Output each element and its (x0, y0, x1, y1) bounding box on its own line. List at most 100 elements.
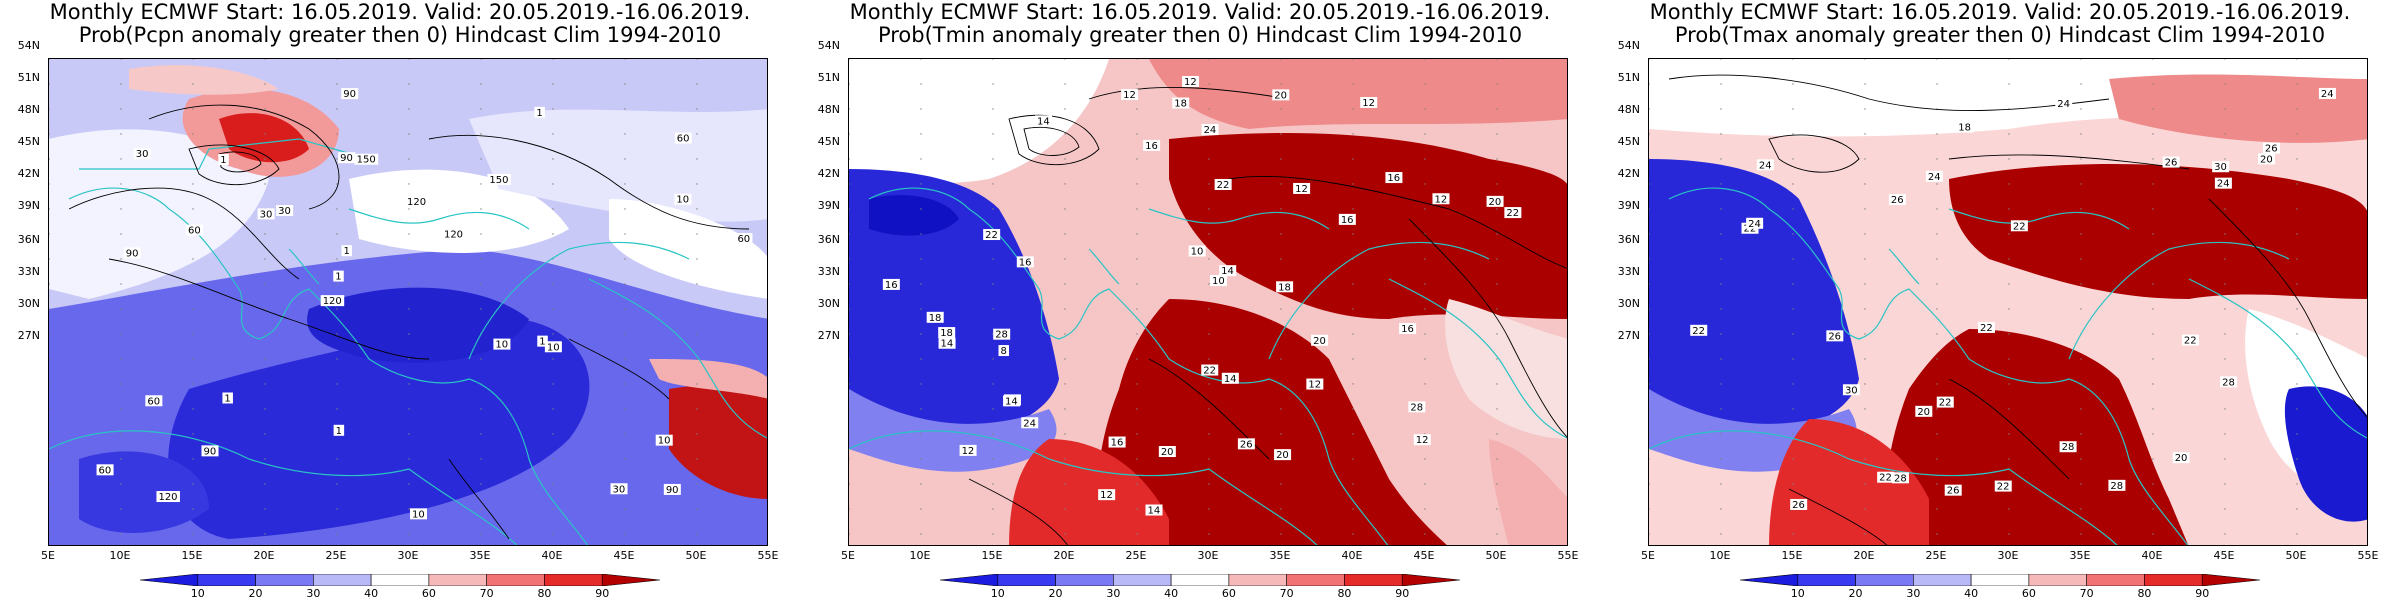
contour-label-bg (2055, 98, 2073, 110)
longitude-tick-label: 15E (181, 549, 203, 562)
contour-label-bg (405, 196, 429, 208)
contour-label-bg (938, 337, 956, 349)
longitude-tick-label: 20E (1053, 549, 1075, 562)
contour-label-bg (610, 483, 628, 495)
contour-label-bg (145, 395, 163, 407)
colorbar-segment (601, 574, 660, 586)
contour-label-bg (2220, 376, 2238, 388)
contour-label: 28 (2222, 377, 2235, 388)
contour-label-bg (354, 153, 379, 165)
longitude-tick-label: 40E (2141, 549, 2163, 562)
contour-label-bg (1158, 446, 1176, 458)
colorbar-label: 90 (1395, 587, 1410, 600)
contour-label-bg (983, 229, 1001, 241)
latitude-tick-label: 33N (817, 265, 840, 278)
contour-label-bg (1272, 89, 1290, 101)
contour-label: 60 (737, 234, 750, 245)
colorbar-label: 30 (1906, 587, 1921, 600)
contour-label: 28 (995, 330, 1008, 341)
contour-label-bg (1360, 96, 1378, 108)
panel-title-line1: Monthly ECMWF Start: 16.05.2019. Valid: … (49, 0, 751, 24)
contour-label-bg (1221, 372, 1239, 384)
contour-label: 150 (357, 155, 376, 166)
contour-label: 60 (188, 226, 201, 237)
contour-label: 24 (1748, 219, 1761, 230)
contour-label: 22 (1939, 398, 1952, 409)
panel-title-line1: Monthly ECMWF Start: 16.05.2019. Valid: … (849, 0, 1551, 24)
contour-label: 60 (147, 396, 160, 407)
contour-label-bg (341, 88, 359, 100)
colorbar-segment (255, 574, 314, 586)
contour-label-bg (276, 205, 294, 217)
contour-label: 20 (1276, 450, 1289, 461)
map-tmin: 1212141614168101216181212101412121614122… (848, 58, 1568, 546)
contour-label-bg (2162, 156, 2180, 168)
latitude-tick-label: 51N (17, 71, 40, 84)
colorbar (940, 574, 1460, 586)
contour-label: 22 (1506, 208, 1519, 219)
colorbar-label: 30 (1106, 587, 1121, 600)
contour-label: 14 (1037, 116, 1050, 127)
colorbar-segment (1740, 574, 1799, 586)
panel-tmax: Monthly ECMWF Start: 16.05.2019. Valid: … (1600, 0, 2400, 600)
panel-title-line2: Prob(Tmax anomaly greater then 0) Hindca… (1674, 23, 2326, 47)
colorbar-label: 80 (1337, 587, 1352, 600)
latitude-tick-label: 27N (17, 329, 40, 342)
latitude-tick-label: 51N (817, 71, 840, 84)
colorbar-label: 60 (421, 587, 436, 600)
contour-label: 18 (1958, 123, 1971, 134)
contour-label-bg (2059, 441, 2077, 453)
longitude-tick-label: 25E (325, 549, 347, 562)
contour-label-bg (2108, 479, 2126, 491)
contour-label-bg (1385, 172, 1403, 184)
contour-label: 16 (1111, 438, 1124, 449)
contour-label-bg (1121, 89, 1139, 101)
contour-label-bg (1182, 75, 1200, 87)
longitude-tick-label: 45E (1413, 549, 1435, 562)
contour-label: 22 (1980, 323, 1993, 334)
latitude-tick-label: 54N (817, 39, 840, 52)
colorbar-label: 70 (1279, 587, 1294, 600)
contour-label: 26 (1240, 439, 1253, 450)
contour-label: 26 (1828, 331, 1841, 342)
colorbar-segment (428, 574, 487, 586)
contour-label: 18 (929, 313, 942, 324)
colorbar-segment (1286, 574, 1345, 586)
colorbar-segment (313, 574, 372, 586)
colorbar-segment (2028, 574, 2087, 586)
latitude-tick-label: 36N (17, 233, 40, 246)
contour-label-bg (735, 233, 753, 245)
contour-label-bg (1826, 330, 1844, 342)
colorbar-label: 40 (364, 587, 379, 600)
contour-label: 90 (204, 446, 217, 457)
contour-label: 60 (677, 134, 690, 145)
map-svg: 90 90 60 120 150 120 90 120 60 30 60 90 150 120 10 30 90… (49, 59, 767, 545)
contour-label: 14 (941, 339, 954, 350)
colorbar-segment (486, 574, 545, 586)
contour-label-bg (2318, 87, 2336, 99)
longitude-tick-label: 40E (1341, 549, 1363, 562)
contour-label-bg (1408, 401, 1426, 413)
contour-label: 1 (335, 272, 341, 283)
colorbar-segment (2086, 574, 2145, 586)
colorbar-label: 10 (990, 587, 1005, 600)
contour-label: 12 (1184, 77, 1197, 88)
contour-label: 20 (1489, 197, 1502, 208)
longitude-tick-label: 15E (981, 549, 1003, 562)
latitude-tick-label: 48N (817, 103, 840, 116)
contour-label: 22 (985, 230, 998, 241)
latitude-tick-label: 42N (1617, 167, 1640, 180)
contour-label: 24 (1023, 418, 1036, 429)
contour-label-bg (218, 154, 229, 166)
longitude-tick-label: 35E (2069, 549, 2091, 562)
longitude-tick-label: 55E (2357, 549, 2379, 562)
contour-label: 1 (224, 393, 230, 404)
contour-label: 20 (1917, 407, 1930, 418)
latitude-tick-label: 27N (817, 329, 840, 342)
latitude-tick-label: 48N (1617, 103, 1640, 116)
contour-label-bg (1888, 194, 1906, 206)
colorbar-segment (1170, 574, 1230, 586)
longitude-tick-label: 30E (1197, 549, 1219, 562)
contour-label-bg (1098, 489, 1116, 501)
contour-label-bg (938, 327, 956, 339)
